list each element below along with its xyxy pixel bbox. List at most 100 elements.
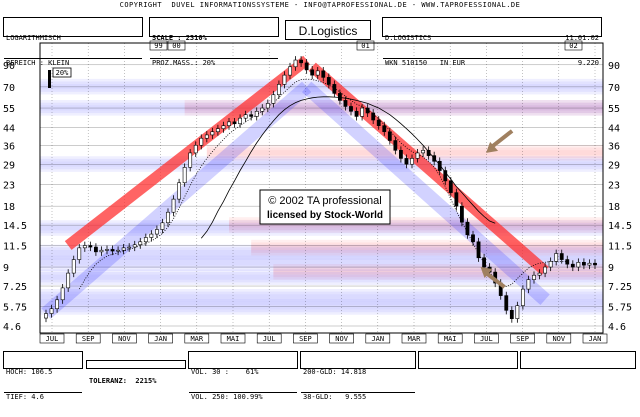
y-tick-label-left: 18 bbox=[3, 202, 15, 213]
y-tick-label-left: 36 bbox=[3, 141, 15, 152]
zone-band-resistance bbox=[184, 102, 604, 106]
scale-mode-box: LOGARITHMISCH BEREICH : KLEIN bbox=[3, 17, 143, 67]
candle-body bbox=[532, 274, 536, 280]
y-tick-label-right: 23 bbox=[608, 181, 620, 192]
percent-badge-label: 20% bbox=[56, 69, 69, 77]
candle-body bbox=[216, 128, 220, 133]
x-tick-label: JUL bbox=[480, 335, 493, 343]
candle-body bbox=[432, 155, 437, 162]
zone-band-support bbox=[40, 312, 603, 315]
zone-band-support bbox=[40, 263, 603, 266]
x-tick-label: SEP bbox=[82, 335, 95, 343]
y-axis-labels: 90 90 70 70 55 55 44 44 36 36 29 29 23 23 18 18 14.5 14.5… bbox=[3, 61, 632, 333]
candle-body bbox=[349, 106, 353, 112]
y-tick-label-right: 70 bbox=[608, 83, 620, 94]
candle-body bbox=[338, 93, 342, 101]
chart-title: D.Logistics bbox=[285, 20, 371, 40]
horizontal-zones bbox=[40, 78, 604, 315]
candle-body bbox=[238, 117, 242, 125]
candle-body bbox=[94, 246, 98, 253]
candle-body bbox=[105, 249, 109, 251]
candle-body bbox=[182, 167, 187, 184]
candle-body bbox=[210, 131, 215, 136]
zone-band-resistance bbox=[184, 113, 604, 116]
candle-body bbox=[60, 287, 65, 301]
percent-badge: 20% bbox=[48, 67, 72, 88]
zone-band-support bbox=[40, 282, 603, 285]
candle-body bbox=[509, 310, 514, 319]
zone-band-resistance bbox=[229, 219, 603, 223]
x-tick-label: JAN bbox=[589, 335, 602, 343]
candle-body bbox=[55, 299, 59, 310]
low-label: TIEF: 4.6 bbox=[4, 392, 82, 401]
candle-body bbox=[71, 259, 76, 274]
y-tick-label-left: 55 bbox=[3, 104, 15, 115]
candle-body bbox=[199, 137, 204, 146]
zone-band-resistance bbox=[273, 269, 603, 272]
zone-band-resistance bbox=[184, 100, 604, 103]
candle-body bbox=[288, 66, 292, 76]
candle-body bbox=[537, 272, 542, 276]
candle-body bbox=[576, 261, 581, 268]
candle-body bbox=[149, 233, 154, 238]
y-tick-label-right: 36 bbox=[608, 141, 620, 152]
y-tick-label-right: 29 bbox=[608, 160, 620, 171]
zone-band-support bbox=[40, 230, 603, 234]
candle-body bbox=[160, 222, 165, 230]
watermark-line2: licensed by Stock-World bbox=[267, 210, 383, 221]
zone-band-support bbox=[40, 268, 603, 271]
high-low-box: HOCH: 106.5 TIEF: 4.6 bbox=[3, 351, 83, 401]
zone-band-resistance bbox=[229, 230, 603, 233]
candle-body bbox=[437, 160, 442, 171]
candle-body bbox=[471, 234, 475, 243]
x-tick-box bbox=[582, 333, 608, 344]
range-label: BEREICH : KLEIN bbox=[4, 58, 142, 67]
x-tick-label: JUL bbox=[46, 335, 59, 343]
x-tick-box bbox=[474, 333, 499, 344]
volume-250-label: VOL. 250: 100.99% bbox=[189, 392, 297, 401]
candle-body bbox=[570, 263, 575, 268]
last-price: 9.220 bbox=[577, 59, 599, 67]
x-tick-box bbox=[148, 333, 173, 344]
candle-body bbox=[426, 149, 431, 156]
candle-body bbox=[482, 257, 486, 268]
candle-body bbox=[282, 74, 287, 85]
zone-band-support bbox=[40, 255, 603, 258]
watermark-line1: © 2002 TA professional bbox=[268, 195, 382, 207]
x-tick-box bbox=[256, 333, 282, 344]
candle-body bbox=[315, 70, 320, 76]
zone-band-support bbox=[40, 257, 603, 261]
x-tick-box bbox=[401, 333, 427, 344]
zone-band-support bbox=[40, 301, 603, 305]
y-tick-label-left: 5.75 bbox=[3, 302, 27, 313]
candle-body bbox=[271, 94, 276, 104]
candle-body bbox=[448, 180, 453, 193]
wkn-label: WKN 510150 IN EUR bbox=[385, 59, 466, 67]
x-tick-box bbox=[184, 333, 210, 344]
empty-box-1 bbox=[418, 351, 518, 369]
candle-body bbox=[155, 229, 159, 235]
candle-body bbox=[254, 110, 259, 117]
moving-average-box: 200-GLD: 14.818 38-GLD: 9.555 bbox=[300, 351, 416, 401]
zone-band-support bbox=[40, 81, 603, 85]
zone-band-resistance bbox=[229, 224, 603, 228]
instrument-box: D.LOGISTICS 11.01.02 WKN 510150 IN EUR 9… bbox=[382, 17, 602, 67]
zone-band-support bbox=[40, 161, 603, 165]
zone-band-support bbox=[40, 296, 603, 300]
year-marker-label: 99 bbox=[154, 42, 162, 50]
candle-body bbox=[526, 279, 531, 290]
year-marker-box bbox=[356, 40, 375, 51]
candle-body bbox=[543, 266, 547, 274]
zone-band-support bbox=[40, 309, 603, 313]
candle-body bbox=[138, 241, 143, 246]
zone-band-support bbox=[40, 260, 603, 264]
candle-body bbox=[587, 262, 592, 266]
candle-body bbox=[515, 305, 520, 319]
x-tick-box bbox=[546, 333, 572, 344]
candle-body bbox=[559, 253, 564, 260]
candle-body bbox=[326, 77, 331, 85]
zone-band-support bbox=[40, 291, 603, 295]
candle-body bbox=[460, 205, 464, 223]
candle-body bbox=[310, 69, 315, 76]
candle-body bbox=[304, 62, 309, 71]
